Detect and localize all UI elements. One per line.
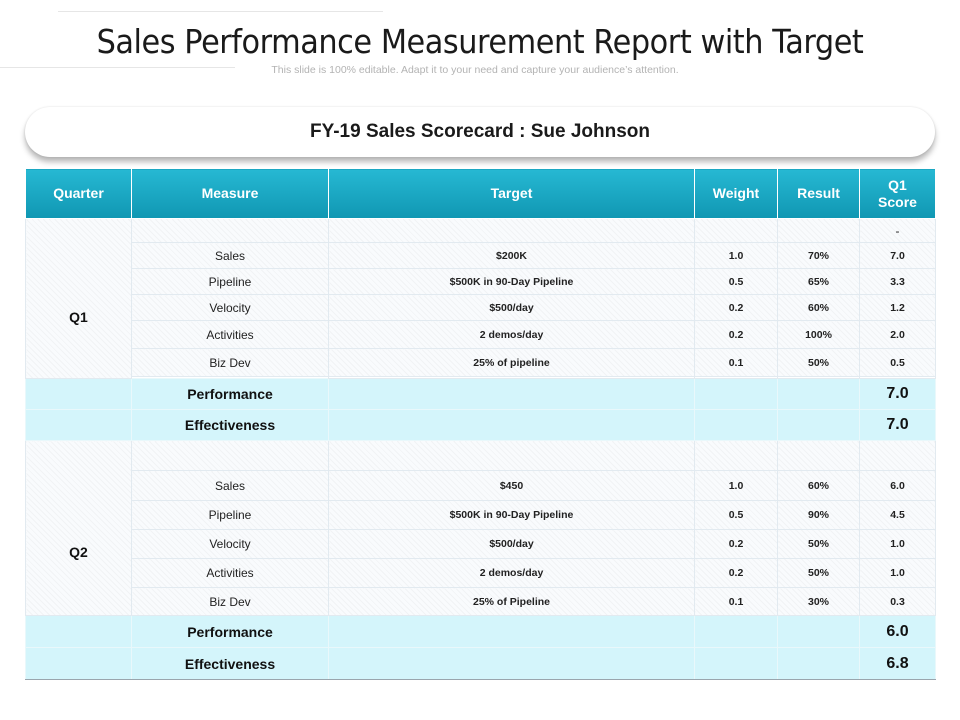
summary-row-performance-q2: Performance 6.0 [25,615,936,648]
table-row: Velocity $500/day 0.2 50% 1.0 [26,529,936,559]
page-title: Sales Performance Measurement Report wit… [96,22,864,61]
target-cell: $500/day [328,294,695,321]
target-cell: $500K in 90-Day Pipeline [328,268,695,295]
result-cell: 50% [777,348,860,377]
score-cell: 3.3 [859,268,936,295]
measure-cell: Activities [131,320,329,349]
quarter-label-q2: Q2 [25,440,132,616]
weight-cell: 0.2 [694,558,778,588]
q1-top-score: - [859,218,936,243]
table-row: Pipeline $500K in 90-Day Pipeline 0.5 65… [26,268,936,295]
weight-cell: 0.5 [694,268,778,295]
target-cell: 2 demos/day [328,320,695,349]
weight-cell: 1.0 [694,242,778,269]
table-row: Activities 2 demos/day 0.2 50% 1.0 [26,558,936,588]
measure-cell: Pipeline [131,268,329,295]
effectiveness-value: 7.0 [859,409,936,441]
column-header-target: Target [328,168,695,219]
weight-cell: 0.1 [694,587,778,616]
measure-cell: Pipeline [131,500,329,530]
performance-value: 7.0 [859,378,936,410]
result-cell: 50% [777,529,860,559]
result-cell: 70% [777,242,860,269]
table-header-row: Quarter Measure Target Weight Result Q1 … [25,168,936,219]
measure-cell: Biz Dev [131,587,329,616]
summary-row-effectiveness-q1: Effectiveness 7.0 [25,409,936,441]
column-header-measure: Measure [131,168,329,219]
effectiveness-label: Effectiveness [131,647,329,680]
performance-value: 6.0 [859,615,936,648]
measure-cell: Sales [131,242,329,269]
result-cell: 60% [777,294,860,321]
summary-row-effectiveness-q2: Effectiveness 6.8 [25,647,936,680]
target-cell: 25% of pipeline [328,348,695,377]
quarter-label-q1: Q1 [25,218,132,379]
table-row: Q2 [25,440,936,616]
result-cell: 65% [777,268,860,295]
weight-cell: 0.2 [694,294,778,321]
column-header-result: Result [777,168,860,219]
effectiveness-label: Effectiveness [131,409,329,441]
score-cell: 1.0 [859,529,936,559]
target-cell: $500K in 90-Day Pipeline [328,500,695,530]
table-row: Activities 2 demos/day 0.2 100% 2.0 [26,320,936,349]
target-cell: $500/day [328,529,695,559]
column-header-score: Q1 Score [859,168,936,219]
table-row: Sales $450 1.0 60% 6.0 [26,470,936,501]
page-subtitle: This slide is 100% editable. Adapt it to… [271,64,679,76]
scorecard-title-banner: FY-19 Sales Scorecard : Sue Johnson [25,107,935,157]
result-cell: 30% [777,587,860,616]
target-cell: $200K [328,242,695,269]
score-cell: 4.5 [859,500,936,530]
result-cell: 60% [777,470,860,501]
weight-cell: 0.2 [694,320,778,349]
summary-row-performance-q1: Performance 7.0 [25,378,936,410]
measure-cell: Activities [131,558,329,588]
table-row: Velocity $500/day 0.2 60% 1.2 [26,294,936,321]
measure-cell: Sales [131,470,329,501]
score-cell: 1.0 [859,558,936,588]
column-header-weight: Weight [694,168,778,219]
table-row: Biz Dev 25% of pipeline 0.1 50% 0.5 [26,348,936,377]
table-row: Sales $200K 1.0 70% 7.0 [26,242,936,269]
score-cell: 2.0 [859,320,936,349]
result-cell: 100% [777,320,860,349]
performance-label: Performance [131,615,329,648]
target-cell: 25% of Pipeline [328,587,695,616]
score-cell: 0.3 [859,587,936,616]
score-cell: 6.0 [859,470,936,501]
scorecard-table: Quarter Measure Target Weight Result Q1 … [25,168,936,680]
target-cell: 2 demos/day [328,558,695,588]
weight-cell: 0.2 [694,529,778,559]
weight-cell: 0.5 [694,500,778,530]
score-cell: 0.5 [859,348,936,377]
table-row: Biz Dev 25% of Pipeline 0.1 30% 0.3 [26,587,936,616]
target-cell: $450 [328,470,695,501]
column-header-quarter: Quarter [25,168,132,219]
measure-cell: Biz Dev [131,348,329,377]
decorative-line [0,67,235,68]
measure-cell: Velocity [131,294,329,321]
weight-cell: 0.1 [694,348,778,377]
weight-cell: 1.0 [694,470,778,501]
table-row: Pipeline $500K in 90-Day Pipeline 0.5 90… [26,500,936,530]
result-cell: 50% [777,558,860,588]
table-row: Q1 - [25,218,936,379]
score-cell: 7.0 [859,242,936,269]
result-cell: 90% [777,500,860,530]
measure-cell: Velocity [131,529,329,559]
performance-label: Performance [131,378,329,410]
decorative-line [58,11,383,12]
effectiveness-value: 6.8 [859,647,936,680]
score-cell: 1.2 [859,294,936,321]
